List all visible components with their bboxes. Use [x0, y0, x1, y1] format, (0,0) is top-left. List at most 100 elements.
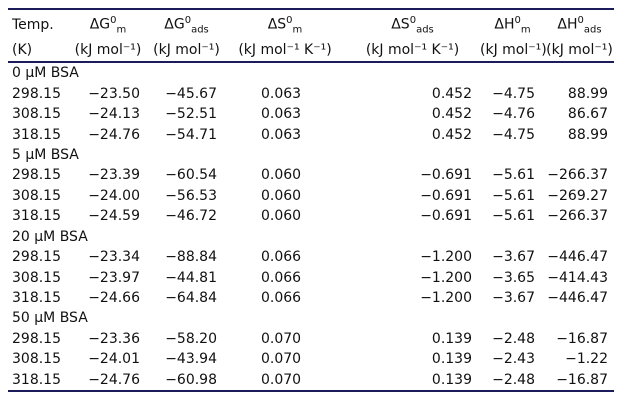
table-cell: 308.15	[12, 187, 61, 204]
table-cell: 298.15	[12, 330, 61, 347]
table-cell: 88.99	[567, 126, 608, 143]
column-header: ΔS0m	[225, 7, 345, 41]
table-cell: 0.070	[225, 369, 345, 392]
table-cell: −24.01	[88, 351, 140, 368]
table-cell: 0.139	[431, 351, 472, 368]
table-cell: 0.452	[431, 106, 472, 123]
table-cell: −2.43	[492, 351, 535, 368]
column-unit: (kJ mol⁻¹)	[68, 40, 148, 64]
column-header: ΔH0ads	[545, 7, 614, 41]
table-row: 298.15 −23.39 −60.54 0.060 −0.691 −5.61 −266.3…	[8, 165, 614, 185]
table-cell: 0.063	[261, 85, 302, 102]
table-row: 318.15 −24.76 −54.71 0.063 0.452 −4.75 88.99	[8, 125, 614, 145]
group-row: 50 μM BSA	[8, 308, 614, 328]
table-cell: 0.063	[261, 106, 302, 123]
group-row: 0 μM BSA	[8, 62, 614, 83]
table-cell: 0.060	[261, 167, 302, 184]
table-cell: −2.48	[492, 330, 535, 347]
table-cell: −24.13	[88, 106, 140, 123]
table-cell: −1.200	[420, 269, 472, 286]
table-cell: −23.36	[88, 330, 140, 347]
table-row: 308.15 −24.00 −56.53 0.060 −0.691 −5.61 −269.2…	[8, 186, 614, 206]
table-cell: −23.97	[88, 269, 140, 286]
table-cell: 308.15	[12, 106, 61, 123]
table-cell: −1.22	[565, 351, 608, 368]
table-cell: 0.070	[261, 351, 302, 368]
table-cell: 318.15	[12, 289, 61, 306]
table-cell: −64.84	[165, 289, 217, 306]
table-cell: −23.50	[88, 85, 140, 102]
table-cell: −46.72	[165, 208, 217, 225]
column-header: ΔG0m	[68, 7, 148, 41]
table-cell: −3.65	[492, 269, 535, 286]
table-cell: −24.00	[88, 187, 140, 204]
group-row: 20 μM BSA	[8, 227, 614, 247]
table-cell: −24.59	[88, 208, 140, 225]
table-cell: 0.139	[345, 369, 480, 392]
table-cell: −24.76	[68, 369, 148, 392]
column-header: Temp.	[8, 7, 68, 41]
table-cell: 0.060	[261, 187, 302, 204]
table-cell: −4.75	[492, 85, 535, 102]
table-row: 308.15 −24.01 −43.94 0.070 0.139 −2.43 −1.22	[8, 349, 614, 369]
column-unit: (kJ mol⁻¹ K⁻¹)	[345, 40, 480, 64]
column-header: ΔG0ads	[148, 7, 225, 41]
table-cell: −0.691	[420, 167, 472, 184]
table-cell: −446.47	[547, 249, 608, 266]
column-unit: (kJ mol⁻¹ K⁻¹)	[225, 40, 345, 64]
table-row: 318.15 −24.66 −64.84 0.066 −1.200 −3.67 −446.4…	[8, 288, 614, 308]
table-cell: 0.066	[261, 269, 302, 286]
table-cell: −16.87	[545, 369, 614, 392]
table-cell: 88.99	[567, 85, 608, 102]
table-cell: 86.67	[567, 106, 608, 123]
table-cell: 318.15	[12, 208, 61, 225]
table-cell: −4.76	[492, 106, 535, 123]
table-cell: 0.066	[261, 249, 302, 266]
table-cell: 0.452	[431, 126, 472, 143]
table-cell: −23.34	[88, 249, 140, 266]
table-cell: −1.200	[420, 249, 472, 266]
table-cell: 298.15	[12, 249, 61, 266]
table-cell: −43.94	[165, 351, 217, 368]
table-cell: −23.39	[88, 167, 140, 184]
table-row: 318.15 −24.76 −60.98 0.070 0.139 −2.48 −16.87	[8, 369, 614, 392]
table-cell: 308.15	[12, 351, 61, 368]
table-cell: −414.43	[547, 269, 608, 286]
table-row: 308.15 −23.97 −44.81 0.066 −1.200 −3.65 −414.4…	[8, 268, 614, 288]
table-row: 318.15 −24.59 −46.72 0.060 −0.691 −5.61 −266.3…	[8, 206, 614, 226]
table-row: 308.15 −24.13 −52.51 0.063 0.452 −4.76 86.67	[8, 104, 614, 124]
table-cell: −54.71	[165, 126, 217, 143]
table-row: 298.15 −23.36 −58.20 0.070 0.139 −2.48 −16.87	[8, 329, 614, 349]
table-cell: 298.15	[12, 167, 61, 184]
column-unit: (K)	[8, 40, 68, 64]
table-cell: −58.20	[165, 330, 217, 347]
table-cell: −56.53	[165, 187, 217, 204]
column-header: ΔH0m	[480, 7, 545, 41]
table-cell: −45.67	[165, 85, 217, 102]
table-cell: 298.15	[12, 85, 61, 102]
table-cell: −60.54	[165, 167, 217, 184]
table-cell: 0.139	[431, 330, 472, 347]
table-cell: −60.98	[148, 369, 225, 392]
table-cell: −16.87	[556, 330, 608, 347]
table-cell: −52.51	[165, 106, 217, 123]
table-cell: −3.67	[492, 289, 535, 306]
table-cell: −3.67	[492, 249, 535, 266]
table-cell: −5.61	[492, 167, 535, 184]
table-cell: −5.61	[492, 187, 535, 204]
table-cell: −266.37	[547, 208, 608, 225]
table-cell: −24.66	[88, 289, 140, 306]
table-cell: 0.060	[261, 208, 302, 225]
group-label: 20 μM BSA	[12, 228, 88, 245]
table-cell: −88.84	[165, 249, 217, 266]
table-cell: 0.070	[261, 330, 302, 347]
table-cell: 318.15	[8, 369, 68, 392]
table-cell: −1.200	[420, 289, 472, 306]
table-cell: −24.76	[88, 126, 140, 143]
header-row-units: (K) (kJ mol⁻¹) (kJ mol⁻¹) (kJ mol⁻¹ K⁻¹) (kJ…	[8, 40, 614, 64]
table-cell: 0.063	[261, 126, 302, 143]
column-unit: (kJ mol⁻¹)	[148, 40, 225, 64]
table-row: 298.15 −23.34 −88.84 0.066 −1.200 −3.67 −446.4…	[8, 247, 614, 267]
table-cell: 0.452	[431, 85, 472, 102]
table-cell: −44.81	[165, 269, 217, 286]
